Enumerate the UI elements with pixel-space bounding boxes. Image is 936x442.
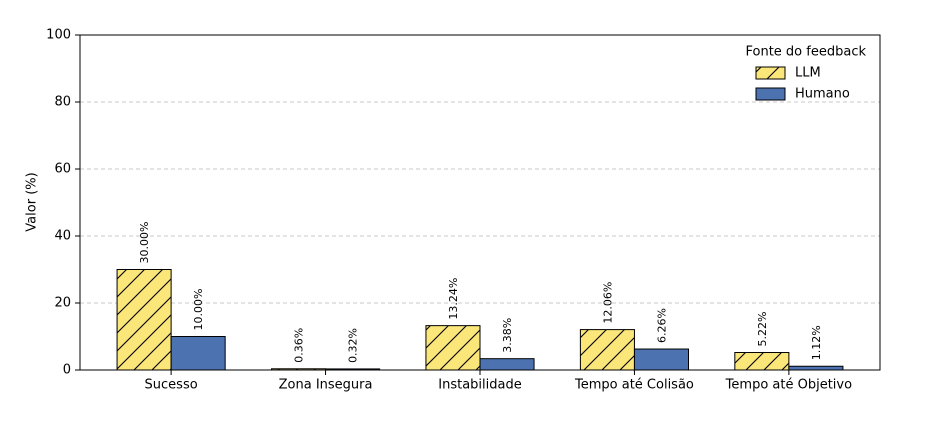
y-tick-label: 100 — [46, 28, 71, 43]
bar-hatch — [580, 329, 635, 370]
bar-hatch — [425, 325, 480, 370]
value-label: 13.24% — [447, 278, 460, 320]
bar-hatch — [117, 269, 172, 370]
y-tick-label: 20 — [54, 296, 71, 311]
x-tick-label: Zona Insegura — [279, 378, 373, 393]
legend-label: Humano — [795, 87, 850, 102]
legend-label: LLM — [795, 66, 821, 81]
legend-hatch — [756, 67, 785, 79]
y-axis-label: Valor (%) — [25, 172, 40, 231]
legend-swatch — [755, 87, 786, 101]
legend-title: Fonte do feedback — [746, 45, 867, 60]
x-tick-label: Sucesso — [145, 378, 198, 393]
value-label: 0.32% — [347, 328, 360, 363]
value-label: 10.00% — [192, 289, 205, 331]
value-label: 1.12% — [810, 325, 823, 360]
value-label: 3.38% — [501, 318, 514, 353]
bar-hatch — [734, 352, 789, 370]
y-tick-label: 80 — [54, 95, 71, 110]
x-tick-label: Tempo até Objetivo — [725, 378, 852, 393]
value-label: 30.00% — [138, 222, 151, 264]
y-tick-label: 40 — [54, 229, 71, 244]
x-tick-label: Instabilidade — [438, 378, 521, 393]
bar — [479, 358, 535, 371]
bar — [170, 336, 226, 371]
bar — [633, 348, 689, 371]
value-label: 5.22% — [756, 312, 769, 347]
value-label: 0.36% — [293, 328, 306, 363]
value-label: 6.26% — [655, 308, 668, 343]
x-tick-label: Tempo até Colisão — [574, 378, 694, 393]
plot-frame — [79, 34, 881, 371]
bar-hatch — [271, 368, 326, 370]
bar — [788, 365, 844, 371]
y-tick-label: 60 — [54, 162, 71, 177]
value-label: 12.06% — [601, 282, 614, 324]
y-tick-label: 0 — [63, 363, 71, 378]
